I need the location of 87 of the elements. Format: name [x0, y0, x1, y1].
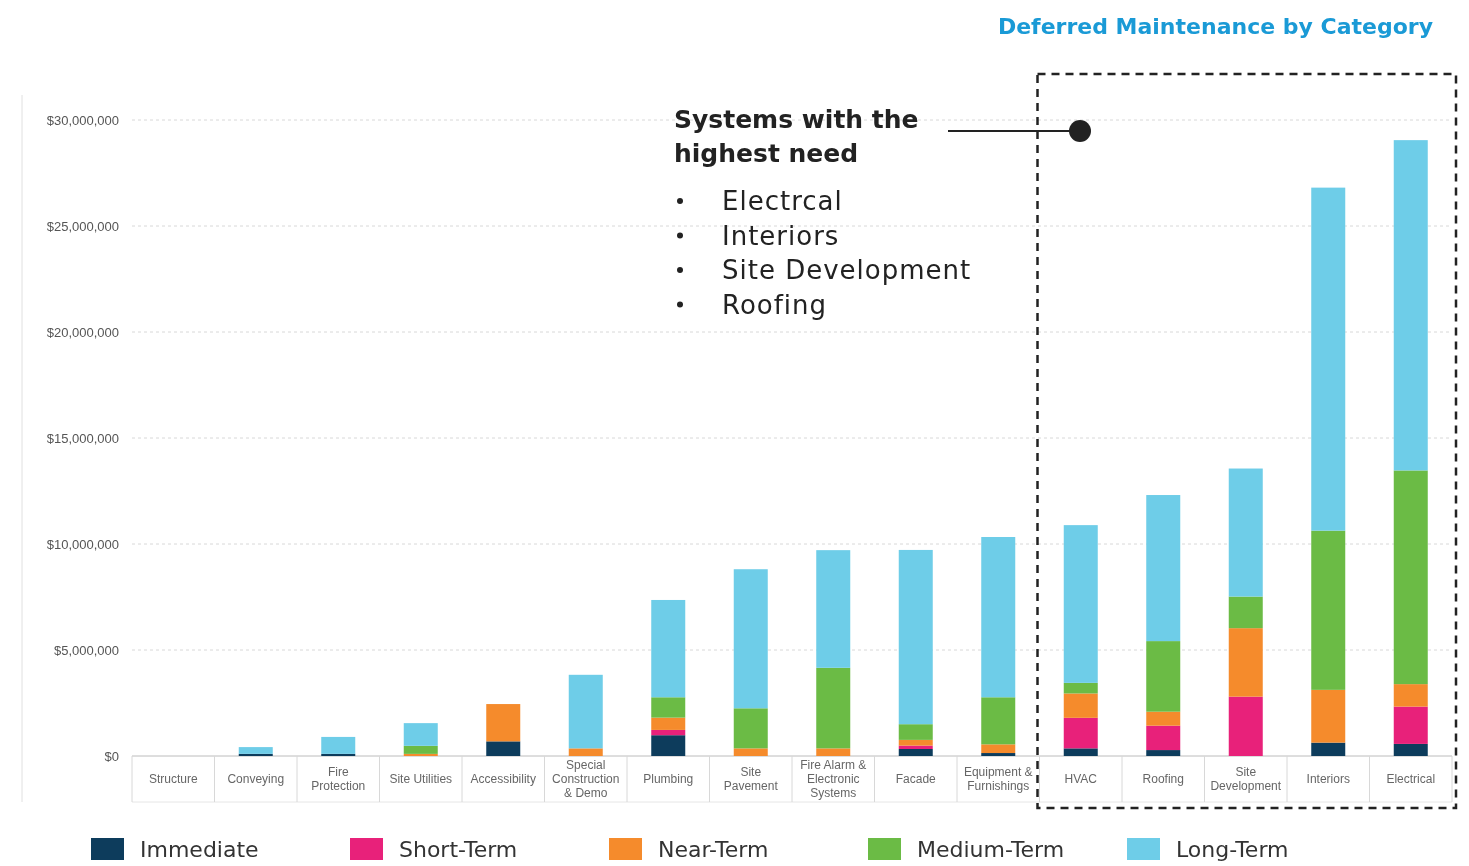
- bar: [1063, 525, 1098, 683]
- x-tick-label: Fire Protection: [311, 765, 366, 794]
- bar: [1393, 743, 1428, 756]
- bar: [1311, 689, 1346, 743]
- x-tick-label: Fire Alarm & Electronic Systems: [800, 758, 867, 801]
- bar: [1146, 750, 1181, 756]
- bar: [1311, 530, 1346, 690]
- bar: [403, 745, 438, 754]
- bar: [651, 729, 686, 736]
- x-tick-label: Special Construction & Demo: [552, 758, 620, 801]
- bar: [733, 748, 768, 756]
- bar: [733, 569, 768, 709]
- bar: [1063, 748, 1098, 756]
- legend-label: Immediate: [140, 836, 259, 862]
- annotation: Site Development: [722, 255, 972, 285]
- x-tick-label: Accessibility: [470, 772, 536, 787]
- bar: [321, 753, 356, 756]
- x-tick-label: Roofing: [1142, 772, 1184, 787]
- x-tick-label: Equipment & Furnishings: [963, 765, 1033, 794]
- x-tick-label: HVAC: [1064, 772, 1098, 787]
- y-tick-label: $5,000,000: [53, 642, 119, 658]
- bar: [651, 735, 686, 756]
- bar: [403, 723, 438, 746]
- bar: [568, 748, 603, 756]
- bar: [733, 708, 768, 749]
- bar: [898, 739, 933, 746]
- bar: [238, 753, 273, 756]
- bar: [321, 736, 356, 754]
- legend-label: Near-Term: [658, 836, 769, 862]
- bar: [651, 697, 686, 718]
- x-tick-label: Interiors: [1306, 772, 1350, 787]
- bar: [981, 753, 1016, 756]
- x-tick-label: Site Development: [1210, 765, 1282, 794]
- x-tick-label: Electrical: [1386, 772, 1436, 787]
- annotation: Roofing: [722, 289, 828, 320]
- bar: [1228, 628, 1263, 697]
- y-tick-label: $25,000,000: [46, 218, 119, 234]
- bar: [238, 747, 273, 754]
- bar: [981, 744, 1016, 754]
- bar: [1393, 140, 1428, 471]
- bar: [1228, 596, 1263, 629]
- legend-label: Long-Term: [1176, 836, 1289, 862]
- bar: [898, 749, 933, 756]
- bar: [1228, 696, 1263, 756]
- bar: [1311, 742, 1346, 756]
- bar: [1311, 187, 1346, 531]
- bar: [816, 550, 851, 668]
- bar: [486, 741, 521, 756]
- bar: [651, 599, 686, 698]
- bar: [1393, 706, 1428, 744]
- annotation: Systems with the highest need: [674, 105, 919, 168]
- bar: [1063, 682, 1098, 694]
- legend-label: Medium-Term: [917, 836, 1065, 862]
- y-tick-label: $0: [104, 748, 119, 764]
- bar: [1393, 684, 1428, 707]
- x-tick-label: Facade: [895, 772, 937, 787]
- y-tick-label: $15,000,000: [46, 430, 119, 446]
- bar: [1146, 725, 1181, 751]
- bar: [1146, 641, 1181, 712]
- bar: [1393, 470, 1428, 685]
- x-tick-label: Plumbing: [643, 772, 694, 787]
- bar: [981, 697, 1016, 745]
- x-tick-label: Conveying: [227, 772, 285, 787]
- bar: [1146, 495, 1181, 642]
- chart-title: Deferred Maintenance by Category: [997, 14, 1433, 39]
- x-tick-label: Site Pavement: [723, 765, 779, 794]
- annotation: Interiors: [722, 220, 840, 251]
- x-tick-label: Structure: [148, 772, 198, 787]
- bar: [981, 537, 1016, 698]
- x-tick-label: Site Utilities: [389, 772, 453, 787]
- y-tick-label: $20,000,000: [46, 324, 119, 340]
- bar: [1146, 711, 1181, 726]
- bar: [898, 549, 933, 725]
- y-tick-label: $10,000,000: [46, 536, 119, 552]
- bar: [651, 717, 686, 730]
- bar: [898, 724, 933, 740]
- bar: [816, 748, 851, 756]
- annotation: Electrcal: [722, 186, 843, 216]
- bar: [1228, 468, 1263, 597]
- legend-label: Short-Term: [399, 836, 518, 862]
- bar: [816, 667, 851, 749]
- y-tick-label: $30,000,000: [46, 112, 119, 128]
- bar: [1063, 717, 1098, 749]
- bar: [568, 674, 603, 749]
- bar: [486, 704, 521, 742]
- bar: [1063, 693, 1098, 718]
- bar: [403, 753, 438, 756]
